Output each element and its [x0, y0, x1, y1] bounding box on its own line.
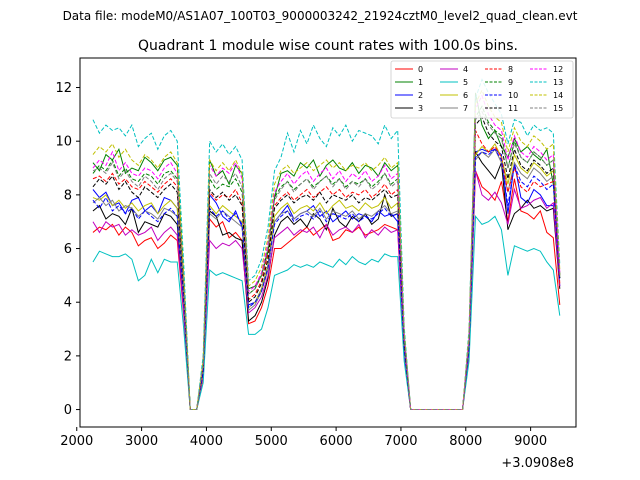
plot-area: 2000 3000 4000 5000 6000 7000 8000 900002468101… [55, 57, 577, 449]
legend-label-4: 4 [463, 65, 468, 74]
legend-label-15: 15 [553, 104, 563, 113]
legend-label-9: 9 [508, 78, 513, 87]
legend-label-13: 13 [553, 78, 563, 87]
x-tick-label-4000: 4000 [190, 434, 223, 449]
legend-label-0: 0 [418, 65, 423, 74]
series-line-7 [92, 148, 561, 411]
y-tick-label-2: 2 [64, 349, 72, 364]
legend-label-8: 8 [508, 65, 513, 74]
series-line-4 [92, 170, 561, 411]
series-line-5 [92, 214, 561, 411]
y-tick-label-0: 0 [64, 403, 72, 418]
legend-label-6: 6 [463, 91, 468, 100]
y-tick-label-8: 8 [64, 188, 72, 203]
legend-label-7: 7 [463, 104, 468, 113]
legend-box [390, 60, 574, 119]
axes-frame [79, 57, 577, 428]
series-line-6 [92, 142, 561, 411]
legend-label-14: 14 [553, 91, 563, 100]
legend-label-5: 5 [463, 78, 468, 87]
y-tick-label-4: 4 [64, 296, 72, 311]
x-tick-label-5000: 5000 [255, 434, 288, 449]
x-tick-label-6000: 6000 [320, 434, 353, 449]
y-tick-label-6: 6 [64, 242, 72, 257]
legend-label-12: 12 [553, 65, 563, 74]
y-tick-label-12: 12 [55, 81, 72, 96]
chart-title: Quadrant 1 module wise count rates with … [138, 38, 518, 54]
x-tick-label-3000: 3000 [125, 434, 158, 449]
series-line-14 [92, 88, 561, 411]
legend-label-10: 10 [508, 91, 518, 100]
legend-label-1: 1 [418, 78, 423, 87]
series-line-1 [92, 92, 561, 411]
legend-label-2: 2 [418, 91, 423, 100]
x-offset-label: +3.0908e8 [501, 456, 574, 471]
x-tick-label-9000: 9000 [514, 434, 547, 449]
x-tick-label-7000: 7000 [384, 434, 417, 449]
series-line-8 [92, 130, 561, 411]
x-tick-label-2000: 2000 [60, 434, 93, 449]
y-tick-label-10: 10 [55, 135, 72, 150]
x-tick-label-8000: 8000 [449, 434, 482, 449]
figure-suptitle: Data file: modeM0/AS1A07_100T03_90000032… [63, 9, 578, 23]
series-line-10 [92, 148, 561, 411]
series-line-3 [92, 150, 561, 411]
legend-label-3: 3 [418, 104, 423, 113]
legend-label-11: 11 [508, 104, 518, 113]
